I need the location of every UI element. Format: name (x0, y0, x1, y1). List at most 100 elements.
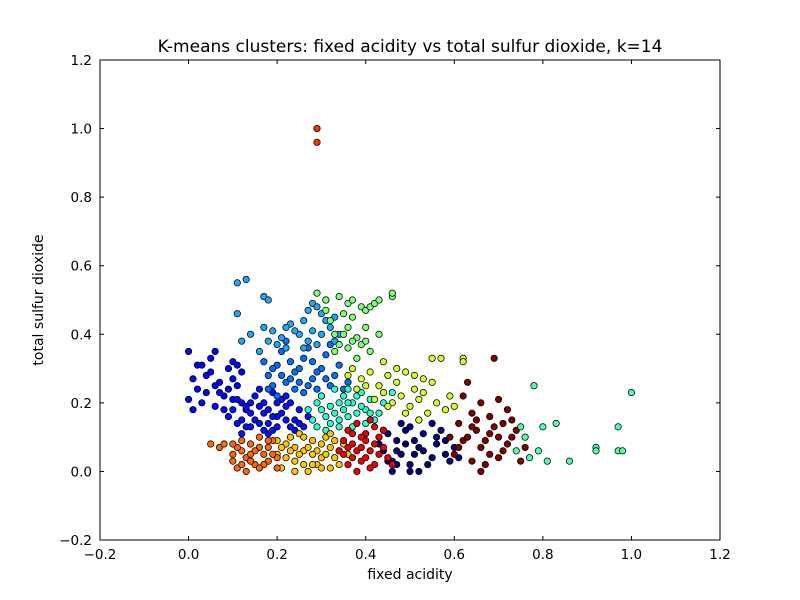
data-point-cluster-9-29 (238, 460, 246, 469)
data-point-cluster-9-16 (246, 457, 255, 465)
data-point-cluster-6-10 (388, 289, 396, 297)
data-point-cluster-7-17 (428, 354, 436, 362)
data-point-cluster-3-19 (335, 361, 343, 369)
data-point-cluster-12-26 (499, 419, 507, 428)
data-point-cluster-11-17 (366, 464, 374, 472)
data-point-cluster-0-20 (397, 419, 405, 428)
data-point-cluster-0-17 (437, 426, 445, 434)
data-point-cluster-5-18 (335, 416, 343, 424)
data-point-cluster-1-25 (215, 388, 224, 397)
data-point-cluster-9-4 (229, 457, 237, 465)
data-point-cluster-8-19 (308, 450, 317, 458)
data-point-cluster-4-4 (233, 310, 241, 318)
data-point-cluster-8-30 (300, 433, 308, 441)
data-point-cluster-4-7 (269, 327, 277, 335)
data-point-cluster-3-34 (269, 364, 277, 373)
data-point-cluster-4-11 (304, 337, 312, 345)
data-point-cluster-12-30 (508, 416, 516, 424)
data-point-cluster-9-17 (255, 433, 264, 441)
data-point-cluster-1-14 (229, 375, 237, 383)
data-point-cluster-4-24 (246, 330, 255, 338)
data-point-cluster-7-34 (446, 392, 454, 400)
data-point-cluster-13-1 (539, 423, 547, 431)
data-point-cluster-9-14 (273, 464, 281, 472)
x-axis-label: fixed acidity (367, 567, 452, 583)
data-point-cluster-7-29 (379, 358, 388, 366)
data-point-cluster-7-33 (415, 416, 423, 424)
data-point-cluster-1-12 (198, 399, 206, 407)
data-point-cluster-7-19 (459, 358, 467, 366)
data-point-cluster-12-9 (463, 433, 472, 441)
data-point-cluster-3-20 (273, 392, 281, 400)
data-point-cluster-1-11 (238, 368, 246, 376)
data-point-cluster-5-8 (313, 399, 321, 407)
y-axis-label: total sulfur dioxide (31, 234, 47, 365)
data-point-cluster-6-21 (366, 347, 374, 356)
data-point-cluster-11-19 (339, 436, 348, 445)
data-point-cluster-12-2 (468, 457, 476, 465)
data-point-cluster-11-28 (357, 443, 365, 452)
data-point-cluster-4-29 (304, 306, 312, 314)
data-point-cluster-4-25 (255, 347, 264, 356)
data-point-cluster-6-27 (362, 337, 370, 345)
data-point-cluster-7-28 (410, 371, 419, 380)
data-point-cluster-6-18 (348, 337, 357, 345)
data-point-cluster-12-19 (486, 412, 494, 421)
data-point-cluster-13-11 (618, 447, 627, 455)
data-point-cluster-11-3 (366, 447, 374, 455)
data-point-cluster-12-10 (472, 416, 481, 424)
data-point-cluster-10-1 (313, 138, 321, 146)
data-point-cluster-1-22 (233, 361, 241, 369)
ticks-layer: −0.2 0.0 0.2 0.4 0.6 0.8 1.0 1.2 −0.2 0.0 0.2 0.4 0.… (59, 53, 731, 563)
data-point-cluster-0-26 (401, 440, 410, 448)
data-point-cluster-11-26 (344, 443, 352, 452)
data-point-cluster-6-22 (344, 344, 352, 352)
data-point-cluster-6-25 (339, 330, 348, 338)
data-point-cluster-13-7 (565, 457, 574, 465)
data-point-cluster-9-18 (264, 443, 272, 452)
data-point-cluster-6-29 (348, 313, 357, 321)
data-point-cluster-11-29 (348, 430, 357, 438)
data-point-cluster-1-13 (211, 347, 219, 356)
data-point-cluster-11-21 (388, 460, 396, 469)
data-point-cluster-5-33 (344, 399, 352, 407)
data-point-cluster-2-14 (233, 395, 241, 404)
data-point-cluster-3-10 (286, 358, 295, 366)
data-point-cluster-5-15 (375, 409, 383, 417)
data-point-cluster-5-20 (353, 409, 361, 417)
data-point-cluster-8-18 (300, 460, 308, 469)
data-point-cluster-2-31 (273, 423, 281, 431)
data-point-cluster-0-21 (428, 419, 436, 428)
data-point-cluster-0-15 (388, 467, 396, 476)
data-point-cluster-6-3 (348, 296, 357, 304)
data-point-cluster-12-25 (481, 436, 489, 445)
data-point-cluster-7-25 (401, 409, 410, 417)
data-point-cluster-1-16 (184, 395, 193, 404)
data-point-cluster-5-17 (326, 402, 334, 410)
data-point-cluster-5-2 (326, 419, 334, 428)
data-point-cluster-6-23 (353, 354, 361, 362)
data-point-cluster-12-0 (450, 450, 458, 458)
data-point-cluster-2-38 (233, 419, 241, 428)
data-point-cluster-12-28 (477, 467, 485, 476)
x-tick-label-3: 0.4 (355, 547, 376, 563)
data-point-cluster-2-0 (229, 406, 237, 414)
data-point-cluster-4-3 (264, 296, 272, 304)
data-point-cluster-5-4 (344, 412, 352, 421)
x-tick-label-7: 1.2 (709, 547, 730, 563)
data-point-cluster-3-29 (313, 368, 321, 376)
data-point-cluster-7-8 (419, 375, 427, 383)
x-tick-label-5: 0.8 (532, 547, 553, 563)
data-point-cluster-3-30 (277, 371, 286, 380)
data-point-cluster-1-4 (207, 354, 215, 362)
data-point-cluster-0-34 (393, 447, 401, 455)
data-point-cluster-5-24 (331, 385, 339, 393)
data-point-cluster-12-3 (477, 443, 485, 452)
data-point-cluster-9-3 (229, 450, 237, 458)
data-point-cluster-13-0 (530, 382, 538, 390)
data-point-cluster-8-21 (326, 464, 334, 472)
data-point-cluster-11-15 (348, 454, 357, 462)
data-point-cluster-4-26 (313, 340, 321, 349)
data-point-cluster-3-16 (260, 358, 268, 366)
